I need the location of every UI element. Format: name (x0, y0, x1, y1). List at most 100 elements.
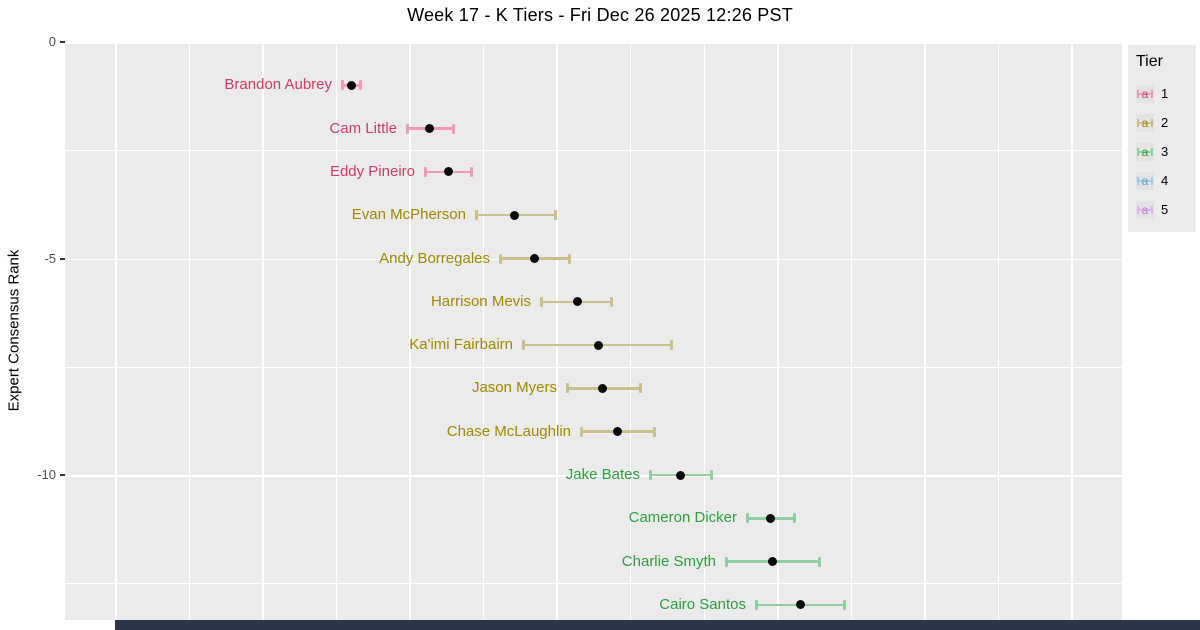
legend-key-cap-left (1137, 89, 1139, 98)
legend-key-cap-left (1137, 176, 1139, 185)
legend-item-label: 5 (1161, 202, 1169, 217)
y-tick-mark (60, 474, 65, 476)
player-label: Charlie Smyth (621, 552, 716, 570)
gridline-horizontal-major (65, 475, 1122, 477)
player-dot (612, 427, 622, 437)
legend-key-cap-left (1137, 205, 1139, 214)
player-dot (765, 513, 775, 523)
player-label: Brandon Aubrey (224, 76, 332, 94)
chart-title: Week 17 - K Tiers - Fri Dec 26 2025 12:2… (407, 5, 793, 25)
error-bar-cap-left (499, 253, 502, 264)
error-bar-cap-left (566, 383, 569, 394)
error-bar-cap-right (793, 513, 796, 524)
legend-key: a (1136, 171, 1154, 190)
error-bar-cap-left (341, 80, 344, 91)
y-tick-mark (60, 257, 65, 260)
legend-key: a (1136, 84, 1154, 103)
player-dot (424, 124, 434, 134)
error-bar-cap-left (755, 599, 758, 610)
player-dot (593, 340, 603, 350)
error-bar-cap-right (359, 80, 362, 91)
legend-key-line (1137, 121, 1153, 124)
gridline-horizontal-major (65, 42, 1122, 44)
player-dot (597, 383, 607, 393)
player-label: Eddy Pineiro (329, 162, 415, 180)
legend-key-glyph: a (1141, 144, 1149, 159)
player-label: Jake Bates (565, 466, 640, 483)
error-bar-cap-left (649, 470, 652, 480)
gridline-horizontal-minor (65, 583, 1122, 585)
legend-key-cap-right (1151, 205, 1153, 214)
player-label: Andy Borregales (379, 249, 490, 267)
error-bar-cap-right (843, 599, 846, 610)
bottom-dark-strip (115, 620, 1200, 630)
legend-key-glyph: a (1141, 86, 1149, 101)
player-label: Cam Little (329, 119, 397, 137)
y-tick-mark (60, 41, 65, 43)
player-label: Jason Myers (471, 379, 557, 397)
error-bar-cap-left (725, 556, 728, 567)
legend-key-cap-right (1151, 118, 1153, 127)
error-bar-cap-left (580, 426, 583, 437)
legend-key-cap-right (1151, 147, 1153, 156)
error-bar-cap-right (710, 470, 713, 480)
legend-key-line (1137, 179, 1153, 182)
legend-key-line (1137, 92, 1153, 95)
gridline-vertical (703, 42, 706, 620)
legend-key-glyph: a (1141, 115, 1149, 130)
player-label: Ka'imi Fairbairn (409, 336, 513, 354)
legend-key-cap-left (1137, 118, 1139, 127)
error-bar-cap-right (639, 383, 642, 394)
player-dot (346, 80, 356, 90)
player-dot (767, 557, 777, 567)
gridline-vertical (1071, 42, 1073, 620)
gridline-vertical (188, 42, 191, 620)
legend-key: a (1136, 142, 1154, 161)
gridline-vertical (850, 42, 853, 620)
error-bar-cap-left (522, 340, 525, 351)
legend-key-glyph: a (1141, 202, 1149, 217)
error-bar-cap-right (610, 296, 613, 307)
error-bar-cap-right (653, 426, 656, 437)
legend-key-glyph: a (1141, 173, 1149, 188)
gridline-vertical (115, 42, 117, 620)
error-bar-cap-right (670, 340, 673, 351)
legend-key-line (1137, 208, 1153, 211)
player-label: Chase McLaughlin (446, 422, 571, 440)
player-label: Evan McPherson (351, 206, 466, 224)
player-label: Cameron Dicker (628, 509, 737, 527)
error-bar-cap-left (475, 210, 478, 221)
error-bar-cap-left (424, 166, 427, 177)
legend-key-cap-left (1137, 147, 1139, 156)
gridline-vertical (997, 42, 1000, 620)
error-bar-cap-left (406, 123, 409, 134)
gridline-vertical (777, 42, 779, 620)
error-bar-cap-left (540, 296, 543, 307)
player-dot (572, 297, 582, 307)
legend-key-cap-right (1151, 176, 1153, 185)
player-dot (675, 470, 685, 480)
legend-item-label: 3 (1161, 144, 1169, 159)
legend-key: a (1136, 113, 1154, 132)
player-label: Harrison Mevis (430, 292, 531, 310)
legend-title: Tier (1136, 53, 1163, 70)
legend-key-line (1137, 150, 1153, 153)
legend-key-cap-right (1151, 89, 1153, 98)
legend-item-label: 4 (1161, 173, 1169, 188)
y-tick-label: -10 (37, 467, 56, 482)
gridline-vertical (262, 42, 264, 620)
legend-key: a (1136, 200, 1154, 219)
player-label: Cairo Santos (659, 595, 746, 613)
gridline-horizontal-major (65, 258, 1122, 260)
error-bar-cap-right (470, 166, 473, 177)
gridline-horizontal-minor (65, 366, 1122, 368)
player-dot (795, 600, 805, 610)
